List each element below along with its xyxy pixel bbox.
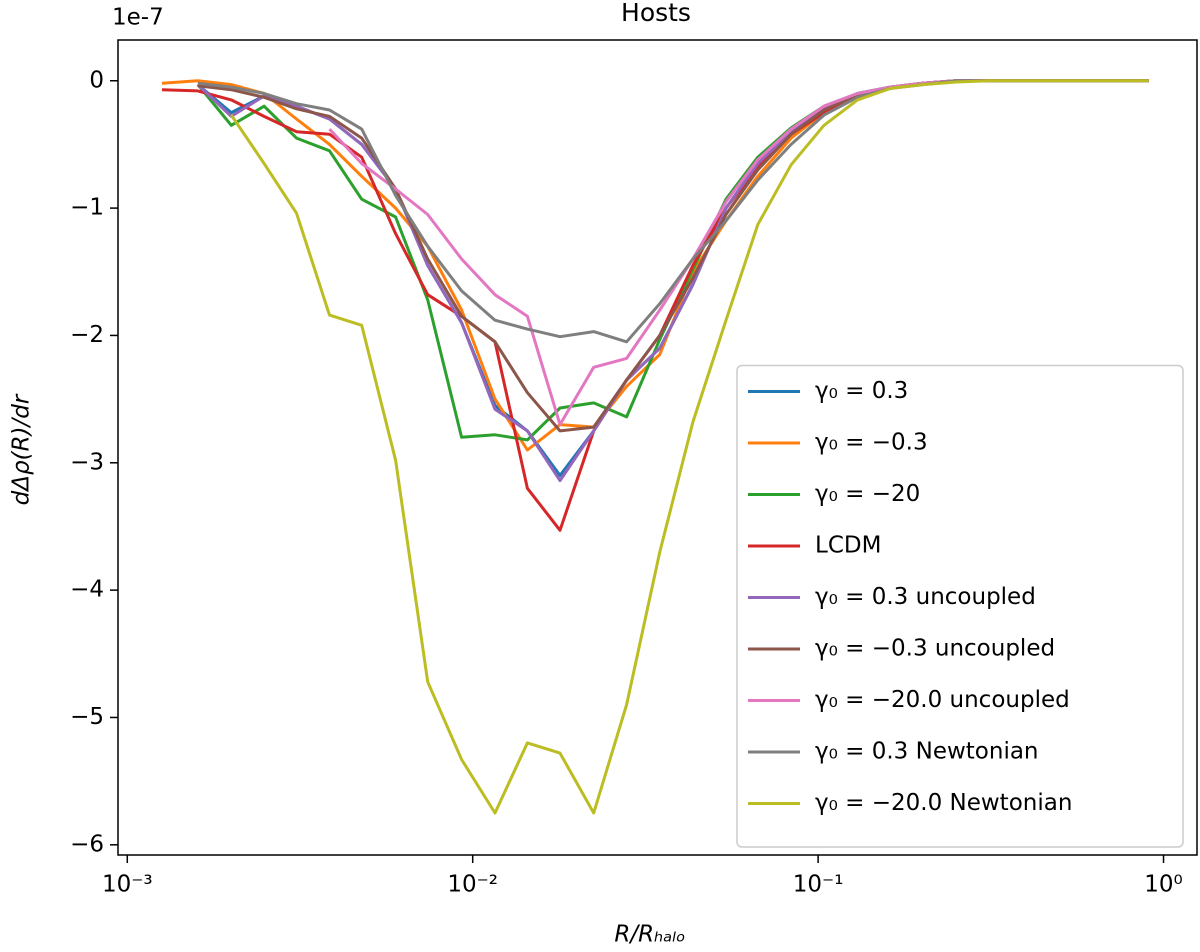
y-tick-label: −5 [70, 704, 104, 730]
x-tick-label: 10⁻² [447, 872, 498, 898]
y-tick-label: −2 [70, 322, 104, 348]
legend-label: γ₀ = 0.3 Newtonian [815, 739, 1039, 765]
plot-frame [117, 39, 1198, 856]
legend-label: γ₀ = −0.3 [815, 430, 928, 456]
legend-label: γ₀ = −20 [815, 481, 920, 507]
y-tick-label: −6 [70, 831, 104, 857]
x-tick-label: 10⁻¹ [793, 872, 844, 898]
legend-box [736, 364, 1184, 848]
y-axis-label: dΔρ(R)/dr [9, 393, 35, 505]
chart-title: Hosts [621, 0, 691, 27]
x-tick-label: 10⁻³ [102, 872, 153, 898]
legend-label: γ₀ = 0.3 [815, 378, 908, 404]
series-line [230, 79, 1149, 815]
x-tick-label: 10⁰ [1144, 872, 1183, 898]
y-tick-label: −1 [70, 195, 104, 221]
y-tick-label: −4 [70, 577, 104, 603]
y-tick-label: 0 [89, 67, 104, 93]
legend-label: LCDM [815, 533, 881, 559]
legend-label: γ₀ = −20.0 Newtonian [815, 790, 1072, 816]
legend-label: γ₀ = 0.3 uncoupled [815, 584, 1036, 610]
x-axis-label: R/Rₕₐₗₒ [614, 922, 685, 948]
y-offset-label: 1e-7 [112, 5, 164, 31]
legend-label: γ₀ = −20.0 uncoupled [815, 687, 1070, 713]
legend-label: γ₀ = −0.3 uncoupled [815, 636, 1055, 662]
series-line [197, 79, 1149, 344]
y-tick-label: −3 [70, 449, 104, 475]
